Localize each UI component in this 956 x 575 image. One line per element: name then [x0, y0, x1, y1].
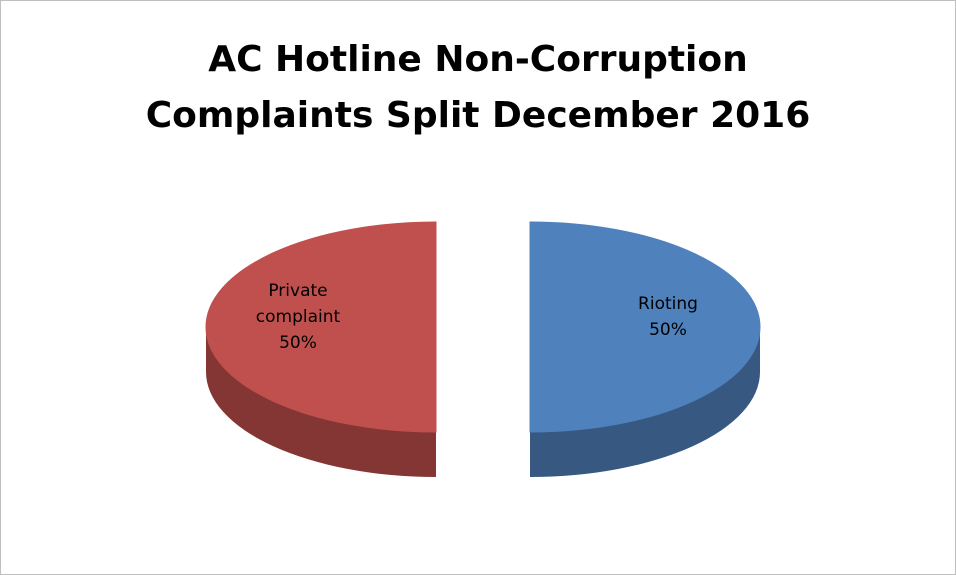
pie-slice [205, 221, 437, 433]
label-category: Private complaint [255, 281, 341, 327]
label-value: 50% [649, 320, 687, 340]
slice-side [206, 327, 436, 477]
chart-title: AC Hotline Non-Corruption Complaints Spl… [145, 39, 811, 136]
label-category: Rioting [638, 294, 698, 314]
data-label: Private complaint 50% [243, 278, 353, 356]
data-label: Rioting 50% [613, 291, 723, 343]
label-value: 50% [279, 333, 317, 353]
pie-slice [529, 221, 761, 433]
slice-side [530, 327, 760, 477]
